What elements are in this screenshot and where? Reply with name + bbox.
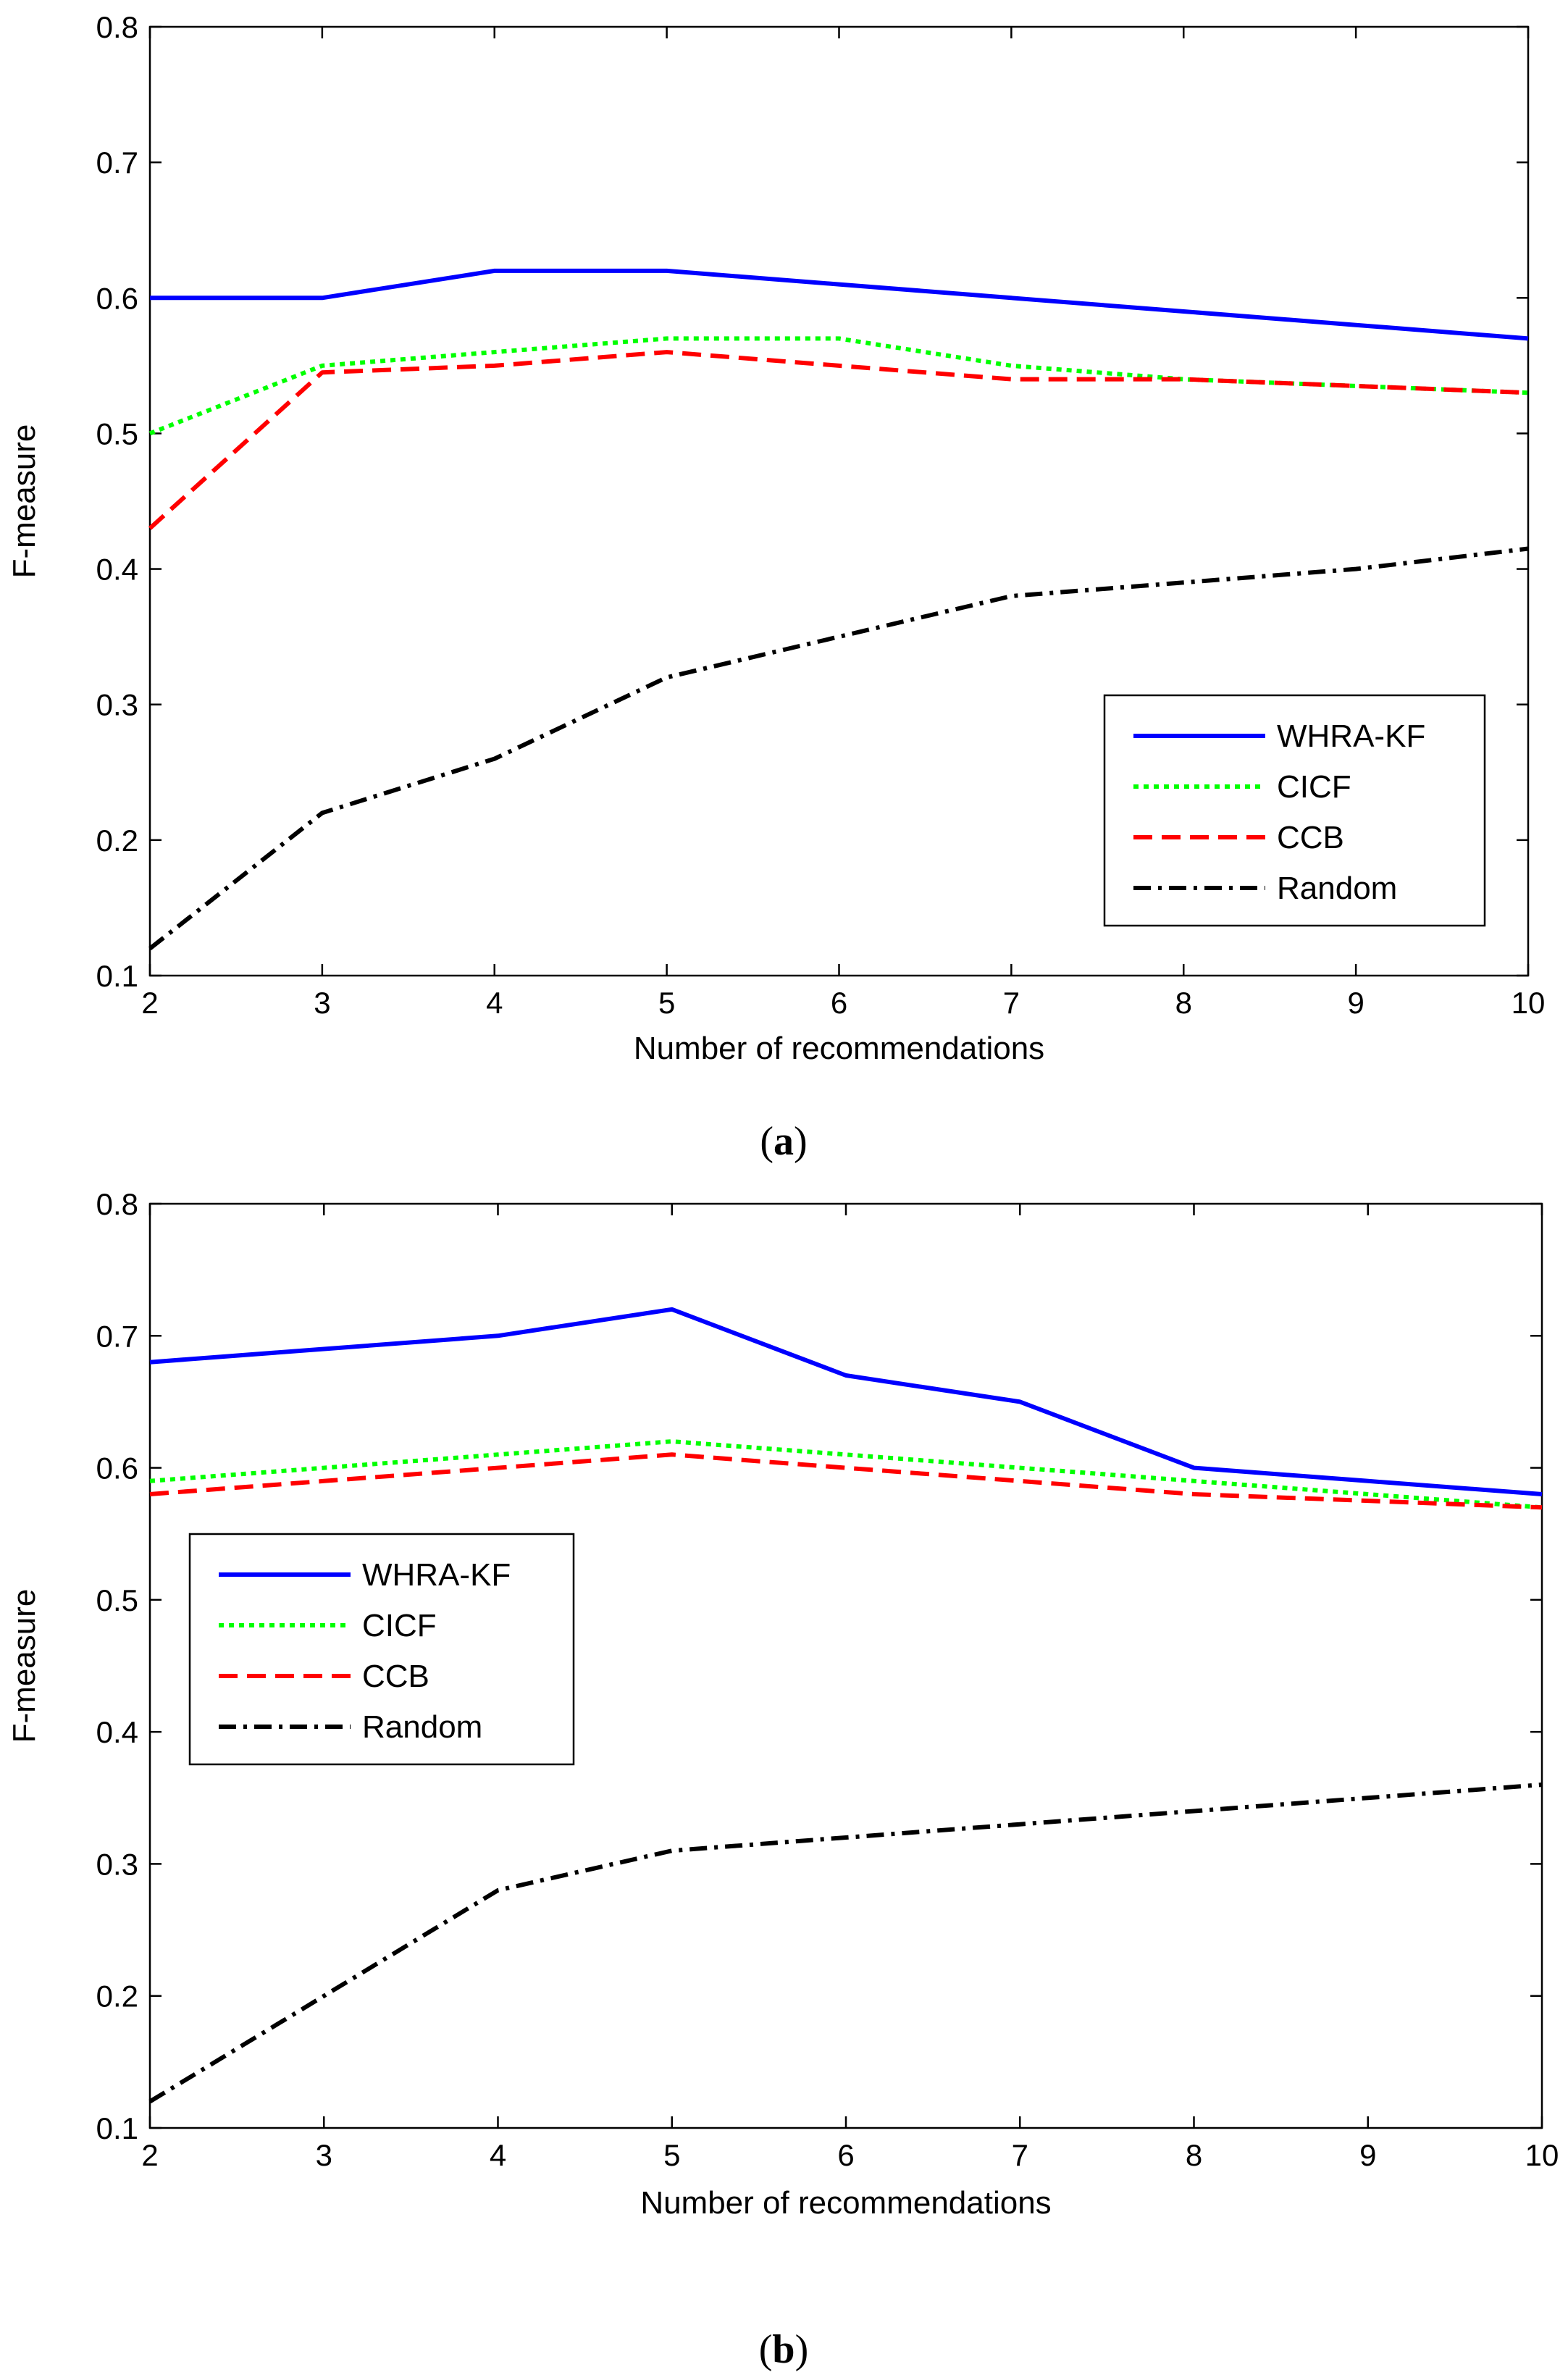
x-tick-label: 4: [486, 986, 503, 1020]
y-tick-label: 0.6: [96, 281, 138, 315]
panel-label-a-letter: a: [773, 1119, 794, 1164]
x-tick-label: 3: [314, 986, 330, 1020]
y-tick-label: 0.8: [96, 1187, 138, 1221]
x-tick-label: 8: [1186, 2138, 1202, 2172]
series-line-cicf: [148, 336, 1529, 436]
series-line-whra-kf: [150, 268, 1529, 341]
x-tick-label: 9: [1347, 986, 1364, 1020]
series-line-ccb: [148, 350, 1529, 530]
y-tick-label: 0.7: [96, 1319, 138, 1353]
legend-entry-label: WHRA-KF: [362, 1557, 511, 1593]
legend-box: [1103, 694, 1486, 927]
legend-entry-label: CCB: [1277, 820, 1344, 855]
x-tick-label: 8: [1175, 986, 1192, 1020]
y-axis-label: F-measure: [7, 1589, 42, 1743]
x-tick-label: 9: [1359, 2138, 1376, 2172]
x-tick-label: 10: [1525, 2138, 1559, 2172]
panel-label-b-letter: b: [772, 2327, 795, 2372]
x-tick-label: 10: [1512, 986, 1546, 1020]
series-line-random: [148, 546, 1529, 950]
panel-label-b: (b): [759, 2327, 808, 2372]
x-axis-label: Number of recommendations: [640, 2185, 1051, 2221]
y-tick-label: 0.8: [96, 10, 138, 44]
legend-entry-label: WHRA-KF: [1277, 718, 1425, 754]
y-tick-label: 0.3: [96, 688, 138, 722]
x-tick-label: 3: [316, 2138, 332, 2172]
x-tick-label: 5: [663, 2138, 680, 2172]
x-tick-label: 7: [1012, 2138, 1028, 2172]
x-tick-label: 6: [837, 2138, 854, 2172]
x-tick-label: 5: [658, 986, 675, 1020]
legend-entry-label: CCB: [362, 1659, 429, 1694]
y-tick-label: 0.6: [96, 1451, 138, 1486]
y-axis-label: F-measure: [7, 424, 42, 579]
legend-entry-label: Random: [362, 1709, 482, 1745]
legend-entry-label: CICF: [362, 1608, 437, 1643]
y-tick-label: 0.5: [96, 1583, 138, 1617]
y-tick-label: 0.2: [96, 824, 138, 858]
y-tick-label: 0.3: [96, 1847, 138, 1881]
y-tick-label: 0.4: [96, 553, 138, 587]
series-line-cicf: [149, 1439, 1543, 1510]
y-tick-label: 0.2: [96, 1979, 138, 2014]
x-tick-label: 2: [141, 986, 158, 1020]
x-tick-label: 4: [490, 2138, 506, 2172]
chart-a: 2 3 4 5 6 7 8 9 10 0.1 0.2 0.3 0.4 0.5 0.6 0.7 0.8 Number…: [7, 10, 1545, 1066]
y-tick-label: 0.1: [96, 959, 138, 993]
x-axis-label: Number of recommendations: [634, 1031, 1044, 1066]
series-line-whra-kf: [149, 1307, 1543, 1496]
legend-entry-label: Random: [1277, 871, 1397, 906]
y-tick-label: 0.5: [96, 416, 138, 451]
chart-b: 2 3 4 5 6 7 8 9 10 0.1 0.2 0.3 0.4 0.5 0.6 0.7 0.8 Number…: [7, 1187, 1559, 2221]
legend-entry-label: CICF: [1277, 769, 1351, 805]
x-tick-label: 7: [1003, 986, 1020, 1020]
y-tick-label: 0.7: [96, 146, 138, 180]
series-line-ccb: [149, 1452, 1543, 1510]
y-tick-label: 0.1: [96, 2111, 138, 2145]
y-tick-label: 0.4: [96, 1715, 138, 1749]
x-tick-label: 6: [831, 986, 847, 1020]
panel-label-a: (a): [760, 1119, 807, 1164]
x-tick-label: 2: [141, 2138, 158, 2172]
series-line-random: [148, 1782, 1543, 2104]
